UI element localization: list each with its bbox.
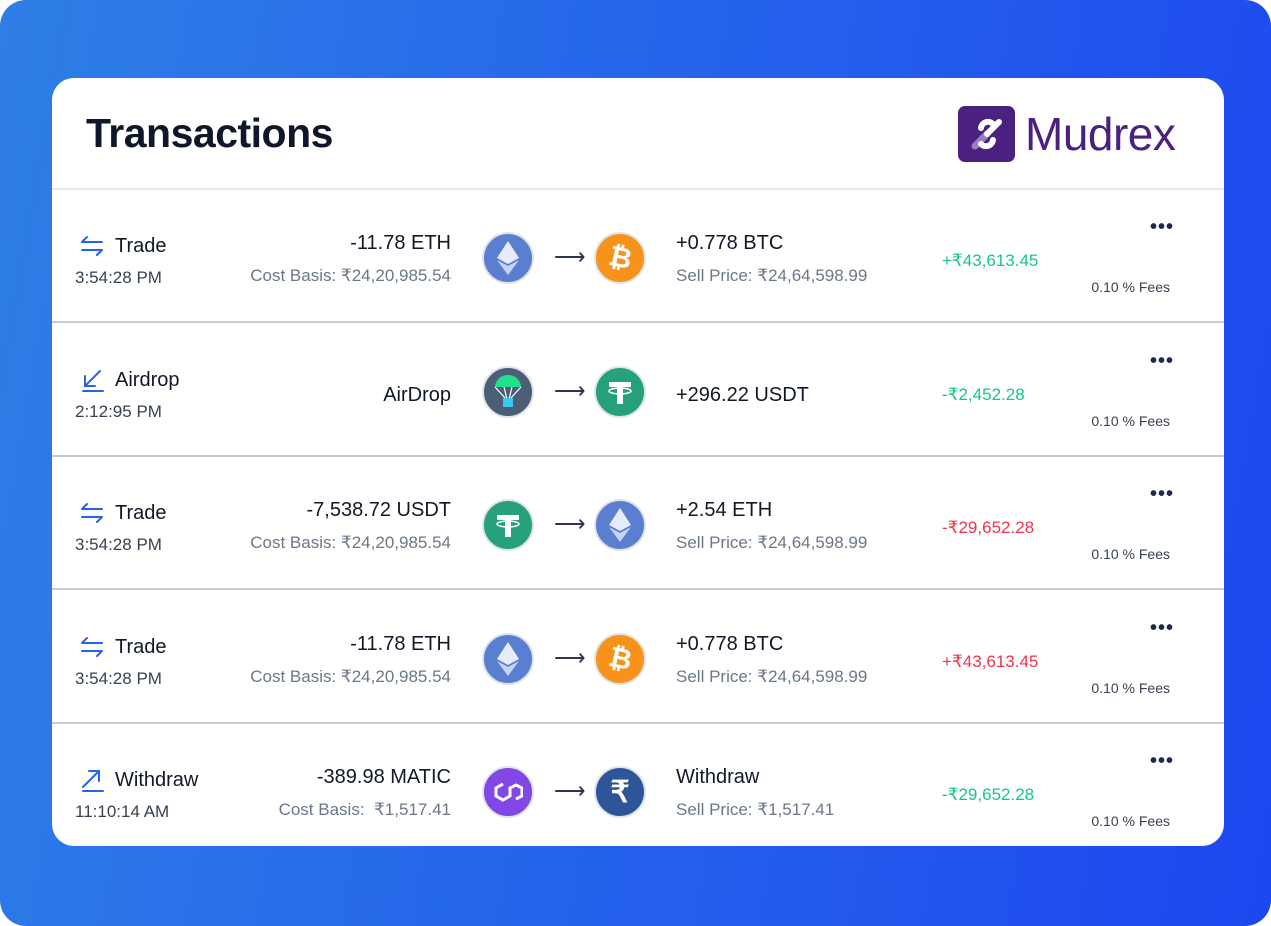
arrow-right-icon: ⟶	[554, 511, 586, 536]
transactions-card: Transactions Mudrex Trade 3:54:28 PM -11…	[52, 78, 1224, 846]
transaction-row[interactable]: Trade 3:54:28 PM -11.78 ETH Cost Basis: …	[52, 190, 1224, 323]
profit-loss: +₹43,613.45	[942, 251, 1039, 270]
arrow-right-icon: ⟶	[554, 377, 586, 403]
transaction-row[interactable]: Airdrop 2:12:95 PM AirDrop ⟶ +296.22 USD…	[52, 324, 1224, 457]
transaction-time: 2:12:95 PM	[75, 401, 162, 421]
fees-label: 0.10 % Fees	[1091, 412, 1170, 429]
from-amount: -389.98 MATIC	[316, 766, 451, 788]
profit-loss: +₹43,613.45	[942, 651, 1039, 671]
logo-text: Mudrex	[1025, 108, 1176, 160]
arrow-right-icon: ⟶	[554, 644, 586, 670]
to-amount: +0.778 BTC	[676, 232, 784, 254]
fees-label: 0.10 % Fees	[1091, 546, 1170, 562]
sell-price: Sell Price: ₹24,64,598.99	[676, 533, 868, 552]
swap-icon	[80, 234, 104, 258]
fees-label: 0.10 % Fees	[1091, 813, 1170, 829]
more-options-icon[interactable]: •••	[1150, 616, 1175, 639]
more-options-icon[interactable]: •••	[1150, 216, 1175, 238]
fees-label: 0.10 % Fees	[1091, 279, 1170, 295]
cost-basis: Cost Basis: ₹24,20,985.54	[250, 266, 451, 285]
bitcoin-icon: ₿	[594, 632, 646, 685]
swap-icon	[80, 501, 104, 525]
transaction-type: Airdrop	[115, 368, 180, 391]
profit-loss: -₹29,652.28	[942, 518, 1035, 537]
cost-basis: Cost Basis: ₹24,20,985.54	[250, 533, 451, 552]
arrow-right-icon: ⟶	[554, 244, 586, 269]
cost-basis: Cost Basis: ₹1,517.41	[278, 800, 451, 819]
from-amount: -7,538.72 USDT	[306, 499, 451, 521]
card-header: Transactions Mudrex	[52, 78, 1224, 190]
transaction-row[interactable]: Trade 3:54:28 PM -7,538.72 USDT Cost Bas…	[52, 457, 1224, 590]
transaction-type: Trade	[115, 235, 167, 257]
transaction-time: 3:54:28 PM	[75, 535, 162, 554]
transaction-time: 11:10:14 AM	[75, 802, 170, 821]
transaction-row[interactable]: Trade 3:54:28 PM -11.78 ETH Cost Basis: …	[52, 591, 1224, 724]
rupee-icon: ₹	[594, 766, 646, 818]
more-options-icon[interactable]: •••	[1150, 483, 1175, 505]
more-options-icon[interactable]: •••	[1150, 750, 1175, 772]
ethereum-icon	[482, 632, 534, 685]
transaction-row[interactable]: Withdraw 11:10:14 AM -389.98 MATIC Cost …	[52, 724, 1224, 846]
polygon-icon	[482, 766, 534, 818]
page-title: Transactions	[86, 110, 333, 156]
sell-price: Sell Price: ₹24,64,598.99	[676, 266, 868, 285]
tether-icon	[482, 499, 534, 551]
transaction-type: Trade	[115, 502, 167, 524]
fees-label: 0.10 % Fees	[1091, 679, 1170, 696]
to-amount: Withdraw	[676, 766, 760, 788]
bitcoin-icon: ₿	[594, 232, 646, 284]
from-amount: AirDrop	[383, 383, 451, 406]
sell-price: Sell Price: ₹24,64,598.99	[676, 666, 868, 686]
transaction-type: Withdraw	[115, 769, 199, 791]
airdrop-icon	[482, 365, 534, 418]
arrow-down-left-icon	[80, 368, 104, 392]
sell-price: Sell Price: ₹1,517.41	[676, 800, 835, 819]
tether-icon	[594, 365, 646, 418]
to-amount: +0.778 BTC	[676, 632, 784, 655]
transaction-type: Trade	[115, 635, 167, 658]
ethereum-icon	[482, 232, 534, 284]
to-amount: +2.54 ETH	[676, 499, 773, 521]
transaction-time: 3:54:28 PM	[75, 668, 162, 688]
transaction-time: 3:54:28 PM	[75, 268, 162, 287]
cost-basis: Cost Basis: ₹24,20,985.54	[250, 666, 451, 686]
profit-loss: -₹2,452.28	[942, 384, 1025, 404]
swap-icon	[80, 635, 104, 659]
arrow-right-icon: ⟶	[554, 778, 586, 803]
profit-loss: -₹29,652.28	[942, 785, 1035, 804]
from-amount: -11.78 ETH	[350, 232, 451, 254]
to-amount: +296.22 USDT	[676, 383, 809, 406]
more-options-icon[interactable]: •••	[1150, 349, 1175, 372]
mudrex-logo: Mudrex	[958, 106, 1176, 162]
from-amount: -11.78 ETH	[350, 632, 451, 655]
logo-mark-icon	[958, 106, 1015, 162]
ethereum-icon	[594, 499, 646, 551]
arrow-up-right-icon	[80, 768, 104, 792]
